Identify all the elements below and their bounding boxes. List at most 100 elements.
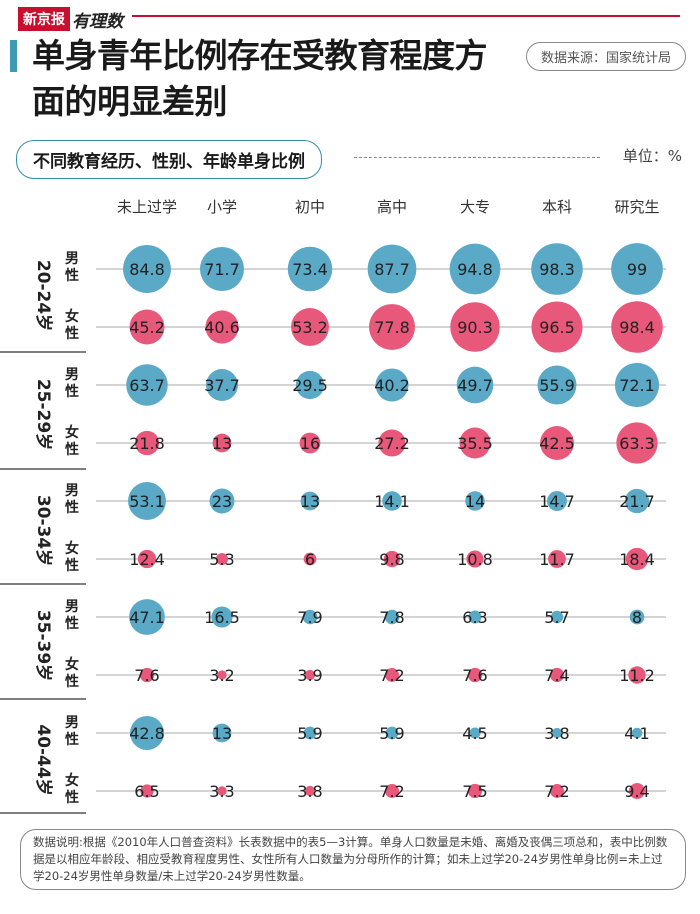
bubble (456, 366, 494, 404)
bubble-value-label: 3.9 (297, 666, 322, 685)
bubble-value-label: 4.1 (624, 724, 649, 743)
bubble (378, 429, 406, 457)
bubble-value-label: 84.8 (129, 260, 165, 279)
bubble (468, 610, 482, 624)
bubble-value-label: 53.2 (292, 318, 328, 337)
bubble (547, 491, 567, 511)
bubble (304, 669, 316, 681)
bubble-value-label: 21.7 (619, 492, 655, 511)
bubble (631, 727, 643, 739)
bubble (465, 491, 485, 511)
bubble-value-label: 37.7 (204, 376, 240, 395)
column-header: 未上过学 (117, 198, 177, 216)
bubble (467, 667, 483, 683)
bubble-value-label: 77.8 (374, 318, 410, 337)
bubble (217, 786, 227, 796)
bubble (287, 246, 333, 292)
column-header: 小学 (207, 198, 237, 216)
bubble-value-label: 35.5 (457, 434, 493, 453)
brand-logo: 新京报 有理数 (18, 7, 123, 32)
bubble (299, 432, 321, 454)
bubble (295, 370, 325, 400)
brand-column: 有理数 (72, 11, 123, 32)
bubble (385, 784, 399, 798)
bubble-value-label: 71.7 (204, 260, 240, 279)
page-title-text: 单身青年比例存在受教育程度方面的明显差别 (32, 36, 488, 121)
source-badge: 数据来源：国家统计局 (525, 42, 686, 71)
bubble (129, 599, 165, 635)
bubble (629, 783, 645, 799)
bubble-value-label: 7.8 (379, 608, 404, 627)
bubble-value-label: 27.2 (374, 434, 410, 453)
bubble-value-label: 7.2 (379, 666, 404, 685)
bubble (531, 243, 583, 295)
bubble (217, 670, 227, 680)
gender-label: 男性 (65, 715, 79, 748)
bubble (304, 785, 316, 797)
gender-label: 女性 (65, 424, 79, 458)
bubble (126, 364, 168, 406)
column-header: 本科 (542, 198, 572, 216)
bubble-value-label: 45.2 (129, 318, 165, 337)
bubble (303, 726, 317, 740)
bubble (367, 244, 417, 294)
bubble (369, 304, 415, 350)
bubble-value-label: 6 (305, 550, 315, 569)
age-group-label: 20-24岁 (33, 260, 54, 331)
bubble (550, 784, 564, 798)
chart-subtitle: 不同教育经历、性别、年龄单身比例 (16, 140, 322, 179)
title-accent-bar (10, 40, 17, 72)
bubble-value-label: 7.2 (544, 782, 569, 801)
bubble-value-label: 42.8 (129, 724, 165, 743)
bubble (303, 552, 317, 566)
bubble-value-label: 5.7 (544, 608, 569, 627)
bubble (140, 784, 154, 798)
bubble-value-label: 5.9 (379, 724, 404, 743)
bubble (624, 488, 650, 514)
bubble (128, 482, 166, 520)
gender-label: 女性 (65, 308, 79, 342)
bubble-value-label: 90.3 (457, 318, 493, 337)
bubble-value-label: 99 (627, 260, 647, 279)
bubble (385, 726, 399, 740)
bubble (450, 302, 500, 352)
header-rule (132, 15, 680, 17)
bubble-value-label: 7.9 (297, 608, 322, 627)
bubble-value-label: 42.5 (539, 434, 575, 453)
bubble (137, 549, 157, 569)
bubble (550, 610, 564, 624)
bubble-value-label: 7.6 (462, 666, 487, 685)
bubble-value-label: 49.7 (457, 376, 493, 395)
bubble (459, 427, 491, 459)
bubble (123, 245, 171, 293)
bubble (199, 246, 245, 292)
bubble (549, 667, 565, 683)
gender-label: 女性 (65, 540, 79, 574)
bubble-value-label: 6.3 (462, 608, 487, 627)
bubble-value-label: 14.7 (539, 492, 575, 511)
bubble-value-label: 87.7 (374, 260, 410, 279)
bubble (551, 727, 563, 739)
bubble (211, 606, 233, 628)
data-note: 数据说明:根据《2010年人口普查资料》长表数据中的表5—3计算。单身人口数量是… (20, 829, 686, 890)
age-group-label: 25-29岁 (33, 379, 54, 450)
bubble-value-label: 18.4 (619, 550, 655, 569)
bubble-value-label: 98.3 (539, 260, 575, 279)
bubble-value-label: 63.7 (129, 376, 165, 395)
age-group-label: 35-39岁 (33, 610, 54, 681)
bubble (216, 553, 228, 565)
bubble-value-label: 11.2 (619, 666, 655, 685)
bubble-value-label: 13 (212, 724, 232, 743)
bubble-value-label: 98.4 (619, 318, 655, 337)
bubble-value-label: 3.8 (297, 782, 322, 801)
bubble-value-label: 13 (212, 434, 232, 453)
bubble (611, 301, 663, 353)
column-header: 高中 (377, 198, 407, 216)
bubble (291, 308, 329, 346)
bubble-value-label: 6.5 (134, 782, 159, 801)
bubble-value-label: 16.5 (204, 608, 240, 627)
bubble-value-label: 7.4 (544, 666, 569, 685)
bubble-value-label: 73.4 (292, 260, 328, 279)
gender-label: 男性 (65, 599, 79, 632)
bubble-value-label: 16 (300, 434, 320, 453)
